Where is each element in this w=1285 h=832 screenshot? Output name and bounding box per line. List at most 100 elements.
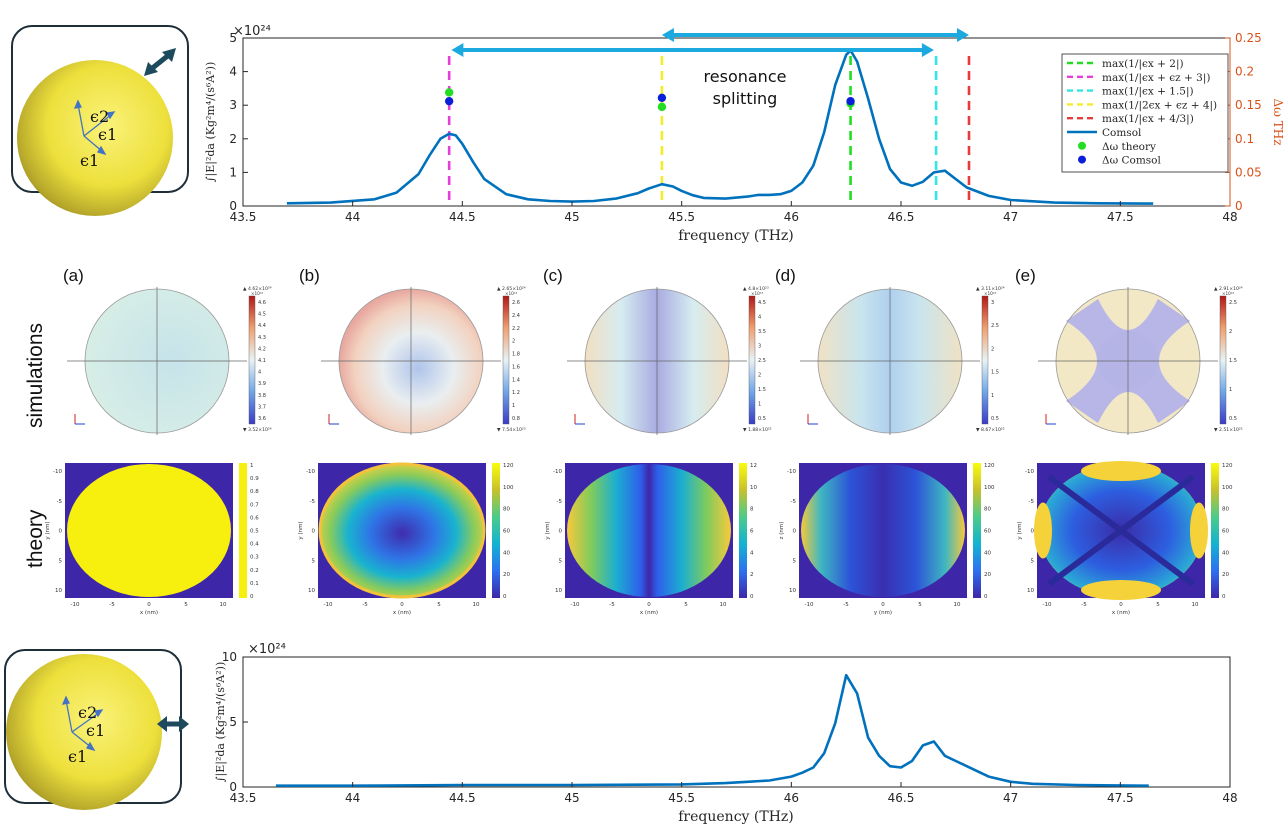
theory-colorbar (1211, 463, 1219, 598)
theory-ylabel: z (nm) (779, 522, 785, 540)
theory-colorbar-tick: 6 (750, 529, 754, 535)
legend-box (1061, 53, 1229, 173)
theory-xtick: 0 (400, 602, 404, 608)
sim-colorbar-tick: 4.6 (258, 300, 266, 306)
top-y2tick-label: 0.1 (1235, 132, 1254, 146)
comsol-series-line-bottom (275, 673, 1149, 787)
annotation-line2: splitting (713, 89, 778, 108)
theory-ytick: -5 (791, 499, 797, 505)
theory-colorbar-tick: 80 (984, 507, 991, 513)
theory-ytick: 10 (555, 588, 562, 594)
top-legend: max(1/|ϵx + 2|)max(1/|ϵx + ϵz + 3|)max(1… (1061, 53, 1229, 173)
epsilon-axes-icon-bottom (61, 695, 104, 752)
theory-xlabel: x (nm) (640, 610, 658, 616)
sim-colorbar-tick: 2.5 (758, 358, 766, 364)
theory-colorbar-tick: 120 (1222, 463, 1233, 469)
top-xtick-label: 44.5 (449, 210, 476, 224)
top-xtick-label: 48 (1222, 210, 1237, 224)
theory-ytick: 0 (793, 529, 797, 535)
theory-panel-d: -10 -5 0 5 10 -10 -5 0 5 10 y (nm) z (nm) 120 100 80 60… (779, 463, 995, 616)
theory-colorbar-tick: 0.7 (250, 502, 259, 508)
theory-ytick: 5 (559, 558, 563, 564)
theory-panel-e: -10 -5 0 5 10 -10 -5 0 5 10 x (nm) y (nm) 120 100 80 60… (1017, 461, 1233, 616)
top-ytick-label: 3 (229, 98, 237, 112)
legend-entry: max(1/|ϵx + 2|) (1102, 58, 1184, 71)
theory-lobe-bottom (1081, 580, 1161, 600)
theory-colorbar-tick: 0.2 (250, 568, 259, 574)
theory-disk (567, 464, 731, 597)
sim-colorbar-max: ▲ 3.11×10²⁴ (976, 286, 1005, 292)
theory-xtick: 5 (184, 602, 188, 608)
bottom-ylabel: ∫|E|²da (Kg²m⁴/(s⁶A²)) (214, 662, 228, 782)
theory-colorbar-tick: 0.1 (250, 581, 259, 587)
sim-colorbar-tick: 4.4 (258, 323, 266, 329)
bottom-xtick-label: 43.5 (230, 791, 257, 805)
row-label-theory: theory (24, 509, 47, 568)
theory-xtick: -5 (1081, 602, 1087, 608)
sim-colorbar-tick: 2 (512, 339, 515, 345)
theory-disk (801, 464, 965, 597)
theory-xtick: 0 (881, 602, 885, 608)
sphere-icon-bottom (6, 654, 162, 810)
bottom-xtick-label: 48 (1222, 791, 1237, 805)
panel-label-d: (d) (775, 266, 796, 285)
top-y2tick-label: 0.2 (1235, 65, 1254, 79)
bottom-xtick-label: 46.5 (888, 791, 915, 805)
sim-colorbar-min: ▼ 8.67×10²² (976, 427, 1005, 433)
bottom-xtick-label: 45 (564, 791, 579, 805)
sim-colorbar-tick: 2.5 (1229, 300, 1237, 306)
top-ytick-label: 1 (229, 165, 237, 179)
theory-colorbar-tick: 0.3 (250, 555, 259, 561)
row-label-simulations: simulations (24, 322, 47, 428)
polarization-diagonal-arrow-icon (144, 48, 176, 76)
theory-ytick: -5 (1029, 499, 1035, 505)
theory-ytick: 10 (308, 588, 315, 594)
sim-colorbar-tick: 3.9 (258, 381, 266, 387)
splitting-arrowhead-right-0 (921, 43, 934, 57)
theory-colorbar-tick: 40 (1222, 550, 1229, 556)
theory-ytick: 10 (55, 588, 62, 594)
top-y2label: Δω THz (1271, 98, 1285, 145)
top-ytick-label: 2 (229, 132, 237, 146)
eps1-label: ϵ1 (98, 125, 117, 144)
theory-colorbar-tick: 8 (750, 507, 754, 513)
legend-swatch-dot (1078, 141, 1086, 150)
theory-xlabel: x (nm) (1112, 610, 1130, 616)
legend-entry: Comsol (1102, 127, 1142, 139)
sim-colorbar-tick: 2.6 (512, 300, 520, 306)
theory-ytick: -10 (1025, 469, 1034, 475)
sim-colorbar (1219, 295, 1227, 425)
bottom-xtick-label: 46 (784, 791, 799, 805)
sim-colorbar-tick: 1.5 (991, 370, 999, 376)
top-y2tick-label: 0.25 (1235, 31, 1262, 45)
theory-xtick: 0 (1119, 602, 1123, 608)
epsilon-axes-icon (73, 99, 116, 156)
theory-ylabel: y (nm) (45, 521, 51, 539)
bottom-xtick-label: 44 (345, 791, 360, 805)
top-xtick-label: 43.5 (230, 210, 257, 224)
bottom-ytick-label: 5 (229, 715, 237, 729)
top-xtick-label: 46 (784, 210, 799, 224)
theory-xtick: 5 (437, 602, 441, 608)
theory-colorbar-tick: 100 (1222, 485, 1233, 491)
delta-omega-comsol-dot-2 (846, 96, 855, 106)
theory-colorbar-tick: 10 (750, 485, 757, 491)
theory-colorbar-tick: 40 (503, 550, 510, 556)
theory-ytick: -5 (557, 499, 563, 505)
eps1b-label-bottom: ϵ1 (68, 747, 87, 766)
sim-colorbar (502, 295, 510, 425)
sim-panel-b: ▲ 2.65×10²⁴×10²⁴ ▼ 7.54×10²³ 2.6 2.4 2.2 2 1.8… (321, 286, 526, 435)
theory-ytick: -10 (787, 469, 796, 475)
theory-colorbar-tick: 20 (503, 572, 510, 578)
sim-colorbar-tick: 3.8 (258, 393, 266, 399)
theory-ytick: 10 (789, 588, 796, 594)
sim-colorbar-tick: 1 (758, 402, 761, 408)
comsol-series-line (286, 49, 1154, 205)
sim-colorbar-tick: 1 (1229, 387, 1232, 393)
sim-colorbar-max: ▲ 2.65×10²⁴ (497, 286, 526, 292)
theory-colorbar-tick: 100 (503, 485, 514, 491)
theory-ytick: 0 (1031, 529, 1035, 535)
theory-colorbar-tick: 0 (984, 594, 988, 600)
top-xtick-label: 44 (345, 210, 360, 224)
sim-colorbar-tick: 4.2 (258, 346, 266, 352)
